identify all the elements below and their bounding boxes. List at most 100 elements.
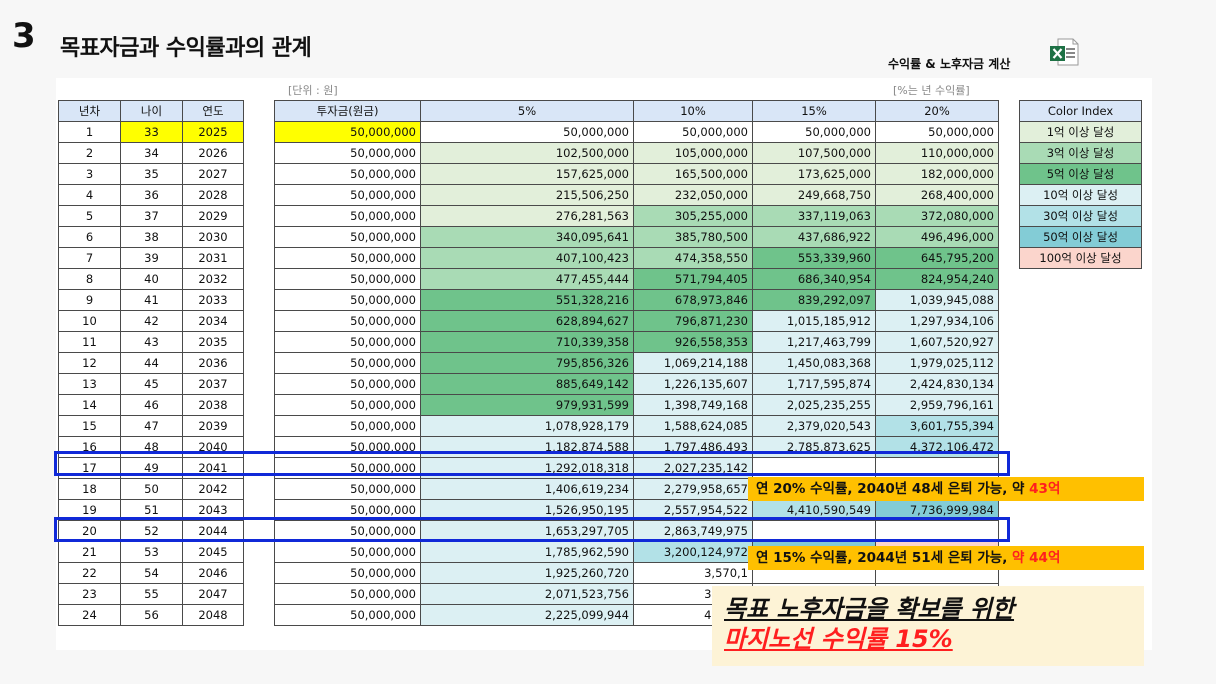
age-cell[interactable]: 37 [120,205,183,227]
value-15pct-cell[interactable]: 2,025,235,255 [752,394,876,416]
value-15pct-cell[interactable]: 839,292,097 [752,289,876,311]
year-count-cell[interactable]: 1 [58,121,121,143]
year-count-cell[interactable]: 21 [58,541,121,563]
principal-cell[interactable]: 50,000,000 [274,604,421,626]
value-5pct-cell[interactable]: 407,100,423 [420,247,634,269]
year-cell[interactable]: 2039 [182,415,244,437]
principal-cell[interactable]: 50,000,000 [274,373,421,395]
value-5pct-cell[interactable]: 885,649,142 [420,373,634,395]
value-20pct-cell[interactable]: 7,736,999,984 [875,499,999,521]
value-10pct-cell[interactable]: 1,226,135,607 [633,373,753,395]
value-5pct-cell[interactable]: 276,281,563 [420,205,634,227]
year-cell[interactable]: 2031 [182,247,244,269]
value-5pct-cell[interactable]: 2,225,099,944 [420,604,634,626]
year-cell[interactable]: 2042 [182,478,244,500]
value-20pct-cell[interactable]: 824,954,240 [875,268,999,290]
year-count-cell[interactable]: 13 [58,373,121,395]
year-cell[interactable]: 2048 [182,604,244,626]
age-cell[interactable]: 34 [120,142,183,164]
value-20pct-cell[interactable]: 1,297,934,106 [875,310,999,332]
age-cell[interactable]: 38 [120,226,183,248]
year-cell[interactable]: 2034 [182,310,244,332]
value-5pct-cell[interactable]: 477,455,444 [420,268,634,290]
year-cell[interactable]: 2032 [182,268,244,290]
value-15pct-cell[interactable]: 1,717,595,874 [752,373,876,395]
age-cell[interactable]: 40 [120,268,183,290]
year-cell[interactable]: 2043 [182,499,244,521]
value-15pct-cell[interactable]: 1,450,083,368 [752,352,876,374]
value-15pct-cell[interactable]: 1,217,463,799 [752,331,876,353]
value-10pct-cell[interactable]: 474,358,550 [633,247,753,269]
age-cell[interactable]: 53 [120,541,183,563]
value-20pct-cell[interactable]: 1,979,025,112 [875,352,999,374]
principal-cell[interactable]: 50,000,000 [274,583,421,605]
principal-cell[interactable]: 50,000,000 [274,478,421,500]
year-count-cell[interactable]: 4 [58,184,121,206]
age-cell[interactable]: 36 [120,184,183,206]
year-cell[interactable]: 2029 [182,205,244,227]
value-20pct-cell[interactable]: 2,424,830,134 [875,373,999,395]
value-10pct-cell[interactable]: 796,871,230 [633,310,753,332]
value-15pct-cell[interactable]: 50,000,000 [752,121,876,143]
principal-cell[interactable]: 50,000,000 [274,541,421,563]
age-cell[interactable]: 56 [120,604,183,626]
value-15pct-cell[interactable]: 173,625,000 [752,163,876,185]
value-15pct-cell[interactable]: 686,340,954 [752,268,876,290]
year-count-cell[interactable]: 7 [58,247,121,269]
value-10pct-cell[interactable]: 1,398,749,168 [633,394,753,416]
value-15pct-cell[interactable]: 4,410,590,549 [752,499,876,521]
value-10pct-cell[interactable]: 232,050,000 [633,184,753,206]
value-5pct-cell[interactable]: 1,406,619,234 [420,478,634,500]
year-cell[interactable]: 2033 [182,289,244,311]
year-cell[interactable]: 2046 [182,562,244,584]
principal-cell[interactable]: 50,000,000 [274,289,421,311]
year-cell[interactable]: 2028 [182,184,244,206]
principal-cell[interactable]: 50,000,000 [274,415,421,437]
value-5pct-cell[interactable]: 1,785,962,590 [420,541,634,563]
year-count-cell[interactable]: 18 [58,478,121,500]
value-5pct-cell[interactable]: 2,071,523,756 [420,583,634,605]
value-20pct-cell[interactable]: 2,959,796,161 [875,394,999,416]
year-count-cell[interactable]: 8 [58,268,121,290]
year-count-cell[interactable]: 22 [58,562,121,584]
year-count-cell[interactable]: 12 [58,352,121,374]
value-5pct-cell[interactable]: 628,894,627 [420,310,634,332]
principal-cell[interactable]: 50,000,000 [274,562,421,584]
year-cell[interactable]: 2044 [182,520,244,542]
year-count-cell[interactable]: 9 [58,289,121,311]
value-15pct-cell[interactable]: 107,500,000 [752,142,876,164]
value-10pct-cell[interactable]: 3,570,1 [633,562,753,584]
value-10pct-cell[interactable]: 165,500,000 [633,163,753,185]
age-cell[interactable]: 39 [120,247,183,269]
value-5pct-cell[interactable]: 1,078,928,179 [420,415,634,437]
value-5pct-cell[interactable]: 50,000,000 [420,121,634,143]
year-cell[interactable]: 2045 [182,541,244,563]
value-5pct-cell[interactable]: 551,328,216 [420,289,634,311]
value-10pct-cell[interactable]: 385,780,500 [633,226,753,248]
principal-cell[interactable]: 50,000,000 [274,331,421,353]
year-count-cell[interactable]: 6 [58,226,121,248]
value-20pct-cell[interactable]: 372,080,000 [875,205,999,227]
principal-cell[interactable]: 50,000,000 [274,142,421,164]
value-10pct-cell[interactable]: 305,255,000 [633,205,753,227]
value-20pct-cell[interactable]: 645,795,200 [875,247,999,269]
excel-icon[interactable] [1048,36,1080,68]
value-5pct-cell[interactable]: 215,506,250 [420,184,634,206]
age-cell[interactable]: 45 [120,373,183,395]
year-count-cell[interactable]: 2 [58,142,121,164]
age-cell[interactable]: 46 [120,394,183,416]
value-10pct-cell[interactable]: 105,000,000 [633,142,753,164]
year-cell[interactable]: 2035 [182,331,244,353]
value-20pct-cell[interactable]: 268,400,000 [875,184,999,206]
principal-cell[interactable]: 50,000,000 [274,226,421,248]
year-count-cell[interactable]: 10 [58,310,121,332]
year-count-cell[interactable]: 24 [58,604,121,626]
value-10pct-cell[interactable]: 2,863,749,975 [633,520,753,542]
value-5pct-cell[interactable]: 340,095,641 [420,226,634,248]
principal-cell[interactable]: 50,000,000 [274,247,421,269]
value-20pct-cell[interactable]: 50,000,000 [875,121,999,143]
age-cell[interactable]: 41 [120,289,183,311]
value-5pct-cell[interactable]: 1,653,297,705 [420,520,634,542]
value-20pct-cell[interactable]: 1,607,520,927 [875,331,999,353]
principal-cell[interactable]: 50,000,000 [274,310,421,332]
